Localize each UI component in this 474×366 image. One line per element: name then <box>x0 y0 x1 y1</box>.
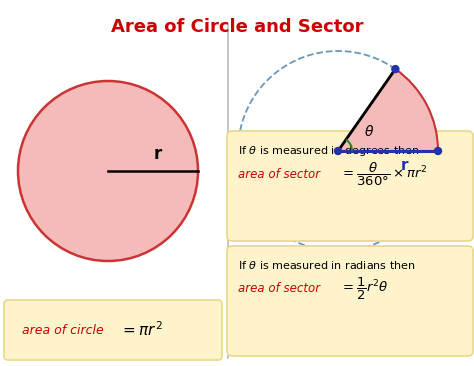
Text: area of circle: area of circle <box>22 324 104 336</box>
Text: If $\theta$ is measured in degrees then: If $\theta$ is measured in degrees then <box>238 144 419 158</box>
Text: r: r <box>401 157 409 172</box>
FancyBboxPatch shape <box>227 246 473 356</box>
Text: r: r <box>154 145 162 163</box>
Text: area of sector: area of sector <box>238 168 320 180</box>
Circle shape <box>18 81 198 261</box>
Text: Area of Circle and Sector: Area of Circle and Sector <box>111 18 363 36</box>
Circle shape <box>392 66 399 72</box>
Circle shape <box>435 147 441 154</box>
Circle shape <box>335 147 341 154</box>
FancyBboxPatch shape <box>4 300 222 360</box>
Text: $=\dfrac{1}{2}r^2\theta$: $=\dfrac{1}{2}r^2\theta$ <box>340 276 389 302</box>
Text: $=\dfrac{\theta}{360°}\times \pi r^2$: $=\dfrac{\theta}{360°}\times \pi r^2$ <box>340 160 427 187</box>
Text: If $\theta$ is measured in radians then: If $\theta$ is measured in radians then <box>238 259 416 271</box>
Wedge shape <box>338 69 438 151</box>
Text: $= \pi r^2$: $= \pi r^2$ <box>120 321 163 339</box>
Text: $\theta$: $\theta$ <box>365 124 374 139</box>
Text: area of sector: area of sector <box>238 283 320 295</box>
FancyBboxPatch shape <box>227 131 473 241</box>
